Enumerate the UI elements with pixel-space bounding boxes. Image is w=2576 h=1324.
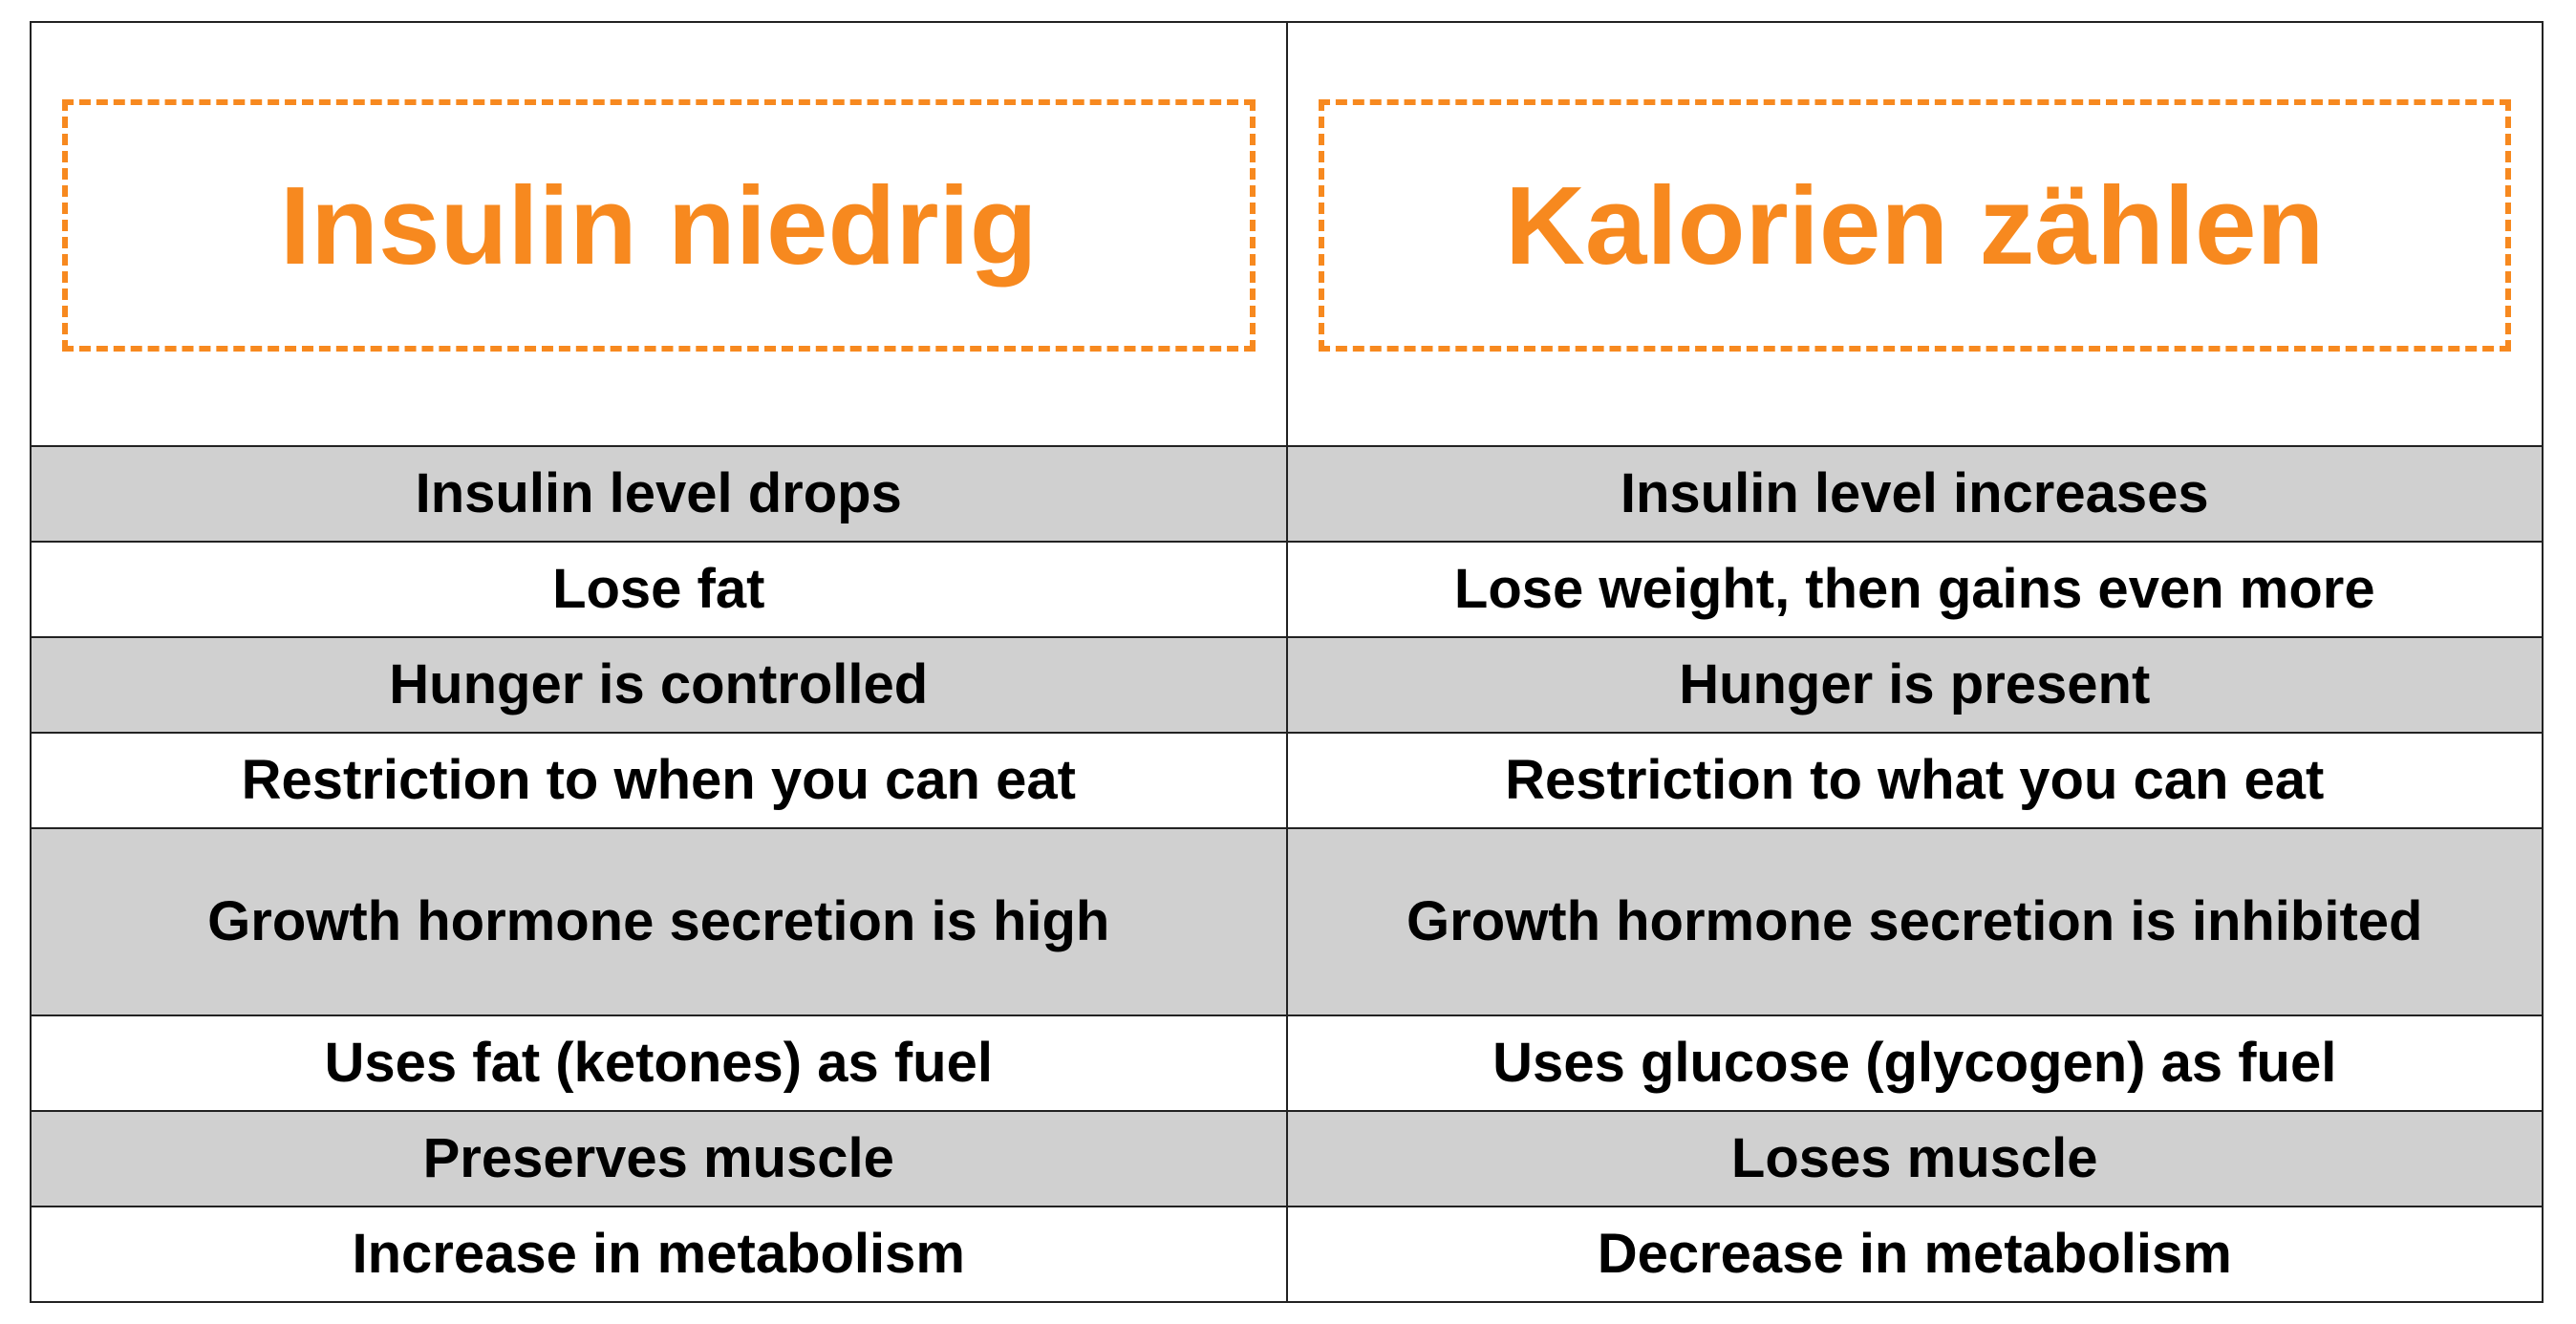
table-cell: Decrease in metabolism — [1285, 1206, 2544, 1303]
table-cell: Preserves muscle — [30, 1110, 1288, 1207]
table-row: Growth hormone secretion is high Growth h… — [30, 827, 2544, 1016]
table-body: Insulin niedrig Kalorien zählen Insulin … — [30, 21, 2544, 1303]
table-row: Uses fat (ketones) as fuel Uses glucose (… — [30, 1014, 2544, 1112]
header-cell: Kalorien zählen — [1285, 21, 2544, 447]
table-cell: Insulin level increases — [1285, 445, 2544, 543]
table-cell: Hunger is present — [1285, 636, 2544, 734]
table-cell: Restriction to when you can eat — [30, 732, 1288, 829]
table-cell: Uses glucose (glycogen) as fuel — [1285, 1014, 2544, 1112]
table-cell: Growth hormone secretion is inhibited — [1285, 827, 2544, 1016]
table-row: Hunger is controlled Hunger is present — [30, 636, 2544, 734]
header-row: Insulin niedrig Kalorien zählen — [30, 21, 2544, 447]
column-title: Kalorien zählen — [1318, 99, 2511, 352]
table-cell: Growth hormone secretion is high — [30, 827, 1288, 1016]
table-cell: Restriction to what you can eat — [1285, 732, 2544, 829]
table-row: Increase in metabolism Decrease in metabo… — [30, 1206, 2544, 1303]
table-cell: Loses muscle — [1285, 1110, 2544, 1207]
table-cell: Uses fat (ketones) as fuel — [30, 1014, 1288, 1112]
table-row: Lose fat Lose weight, then gains even mor… — [30, 541, 2544, 638]
table-row: Preserves muscle Loses muscle — [30, 1110, 2544, 1207]
table-row: Insulin level drops Insulin level increas… — [30, 445, 2544, 543]
table-cell: Insulin level drops — [30, 445, 1288, 543]
table-cell: Increase in metabolism — [30, 1206, 1288, 1303]
comparison-table: Insulin niedrig Kalorien zählen Insulin … — [30, 21, 2544, 1303]
table-row: Restriction to when you can eat Restricti… — [30, 732, 2544, 829]
table-cell: Hunger is controlled — [30, 636, 1288, 734]
header-cell: Insulin niedrig — [30, 21, 1288, 447]
table-cell: Lose weight, then gains even more — [1285, 541, 2544, 638]
table-cell: Lose fat — [30, 541, 1288, 638]
column-title: Insulin niedrig — [62, 99, 1256, 352]
